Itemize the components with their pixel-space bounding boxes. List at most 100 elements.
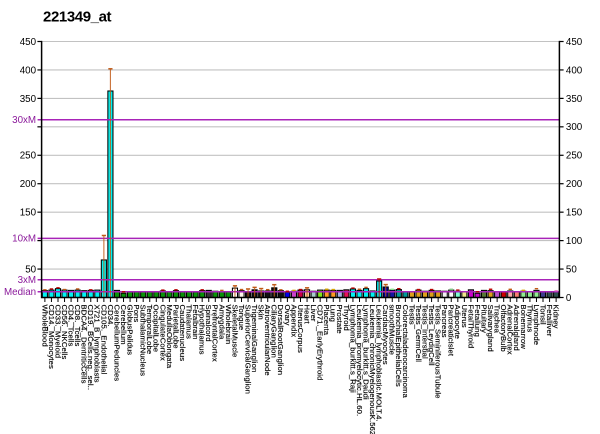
svg-text:350: 350 bbox=[20, 94, 37, 105]
svg-text:Pancreas: Pancreas bbox=[440, 305, 449, 338]
svg-text:CD56._NKCells: CD56._NKCells bbox=[60, 305, 69, 360]
svg-text:Median: Median bbox=[4, 287, 36, 298]
svg-text:30xM: 30xM bbox=[12, 115, 36, 126]
svg-text:Cerebellum: Cerebellum bbox=[119, 305, 128, 345]
svg-text:Liver: Liver bbox=[309, 305, 318, 322]
svg-text:Colorectaladenocarcinoma: Colorectaladenocarcinoma bbox=[401, 305, 410, 399]
svg-text:PrefrontalCortex: PrefrontalCortex bbox=[211, 305, 220, 362]
svg-text:250: 250 bbox=[566, 151, 583, 162]
svg-text:0: 0 bbox=[566, 293, 572, 304]
svg-text:BDCA4._DentriticCells: BDCA4._DentriticCells bbox=[80, 305, 89, 384]
svg-text:MedullaOblongata: MedullaOblongata bbox=[165, 305, 174, 369]
svg-text:Testis_Interstial: Testis_Interstial bbox=[420, 305, 429, 360]
svg-text:Thalamus: Thalamus bbox=[184, 305, 193, 339]
svg-text:TemporalLobe: TemporalLobe bbox=[145, 305, 154, 355]
svg-text:3xM: 3xM bbox=[18, 275, 37, 286]
svg-text:400: 400 bbox=[566, 65, 583, 76]
svg-text:450: 450 bbox=[566, 37, 583, 48]
svg-text:CD14._Monocytes: CD14._Monocytes bbox=[47, 305, 56, 370]
svg-text:SuperiorCervicalGanglion: SuperiorCervicalGanglion bbox=[243, 305, 252, 395]
svg-text:Adrenalgland: Adrenalgland bbox=[512, 305, 521, 351]
svg-text:150: 150 bbox=[20, 208, 37, 219]
svg-text:Tonsil: Tonsil bbox=[538, 305, 547, 325]
svg-text:Placenta: Placenta bbox=[322, 305, 331, 336]
svg-text:Prostate: Prostate bbox=[335, 305, 344, 334]
svg-text:Fetallung: Fetallung bbox=[473, 305, 482, 337]
svg-text:Appendix: Appendix bbox=[289, 305, 298, 338]
svg-text:SkeletalMuscle: SkeletalMuscle bbox=[230, 305, 239, 358]
svg-text:CiliaryGanglion: CiliaryGanglion bbox=[270, 305, 279, 358]
svg-text:Lung: Lung bbox=[329, 305, 338, 322]
svg-text:Leukemia_lymphoblastic.MOLT.4.: Leukemia_lymphoblastic.MOLT.4. bbox=[375, 305, 384, 422]
svg-text:smoothMuscle: smoothMuscle bbox=[388, 305, 397, 356]
svg-text:CD33._Myeloid: CD33._Myeloid bbox=[53, 305, 62, 359]
svg-text:Fetalbrain: Fetalbrain bbox=[191, 305, 200, 340]
svg-text:UterusCorpus: UterusCorpus bbox=[296, 305, 305, 353]
svg-text:Lymphoma_burkitt.s_Daudi: Lymphoma_burkitt.s_Daudi bbox=[361, 305, 370, 400]
svg-text:FetalThyroid: FetalThyroid bbox=[466, 305, 475, 349]
svg-text:50: 50 bbox=[25, 264, 36, 275]
svg-text:ParietalLobe: ParietalLobe bbox=[171, 305, 180, 349]
svg-text:221349_at: 221349_at bbox=[43, 9, 112, 26]
svg-text:Spinalcord: Spinalcord bbox=[204, 305, 213, 342]
svg-text:Thyroid: Thyroid bbox=[342, 305, 351, 331]
svg-text:Leukemia_chronicMyelogenousK.5: Leukemia_chronicMyelogenousK.562. bbox=[368, 305, 377, 434]
svg-text:CD4._Tcells: CD4._Tcells bbox=[66, 305, 75, 347]
svg-text:Testis_SeminiferousTubule: Testis_SeminiferousTubule bbox=[434, 305, 443, 399]
svg-text:200: 200 bbox=[20, 179, 37, 190]
svg-text:AtrioventricularNode: AtrioventricularNode bbox=[263, 305, 272, 376]
svg-text:50: 50 bbox=[566, 264, 577, 275]
svg-text:Thymus: Thymus bbox=[525, 305, 534, 333]
svg-text:BronchialEpithelialCells: BronchialEpithelialCells bbox=[394, 305, 403, 387]
svg-text:350: 350 bbox=[566, 94, 583, 105]
svg-text:Salivarygland: Salivarygland bbox=[486, 305, 495, 352]
svg-text:250: 250 bbox=[20, 151, 37, 162]
svg-text:CD19._BCells.neg._sel..: CD19._BCells.neg._sel.. bbox=[86, 305, 95, 391]
svg-text:150: 150 bbox=[566, 208, 583, 219]
svg-text:Ovary: Ovary bbox=[283, 305, 292, 326]
svg-text:PancreaticIslet: PancreaticIslet bbox=[447, 305, 456, 357]
svg-text:Pituitary: Pituitary bbox=[479, 305, 488, 334]
svg-text:Heart: Heart bbox=[302, 305, 311, 325]
svg-text:TrigeminalGanglion: TrigeminalGanglion bbox=[250, 305, 259, 373]
svg-text:SubthalamicNucleus: SubthalamicNucleus bbox=[139, 305, 148, 377]
svg-text:Amygdala: Amygdala bbox=[217, 305, 226, 340]
svg-text:CardiacMyocytes: CardiacMyocytes bbox=[381, 305, 390, 365]
svg-text:450: 450 bbox=[20, 37, 37, 48]
svg-text:Leukemia_promyelocytic.HL.60.: Leukemia_promyelocytic.HL.60. bbox=[355, 305, 364, 417]
svg-text:CD34.: CD34. bbox=[106, 305, 115, 327]
svg-text:AdrenalCortex: AdrenalCortex bbox=[506, 305, 515, 355]
svg-text:X721_B_lymphoblasts: X721_B_lymphoblasts bbox=[93, 305, 102, 383]
svg-text:Lymphoma_burkitt.s_Raji: Lymphoma_burkitt.s_Raji bbox=[348, 305, 357, 394]
svg-text:Caudatenucleus: Caudatenucleus bbox=[178, 305, 187, 362]
svg-text:Kidney: Kidney bbox=[552, 305, 561, 329]
svg-text:CingulateCortex: CingulateCortex bbox=[158, 305, 167, 361]
svg-text:Testis: Testis bbox=[407, 305, 416, 325]
svg-text:OlfactoryBulb: OlfactoryBulb bbox=[499, 305, 508, 352]
svg-text:400: 400 bbox=[20, 65, 37, 76]
svg-text:DorsalRootGanglion: DorsalRootGanglion bbox=[276, 305, 285, 376]
svg-text:CerebellumPeduncles: CerebellumPeduncles bbox=[112, 305, 121, 382]
svg-text:Skin: Skin bbox=[257, 305, 266, 320]
svg-text:CD105._Endothelial: CD105._Endothelial bbox=[99, 305, 108, 375]
svg-text:Trachea: Trachea bbox=[493, 305, 502, 334]
svg-text:GlobusPalidus: GlobusPalidus bbox=[125, 305, 134, 356]
svg-text:Tongue: Tongue bbox=[237, 305, 246, 331]
svg-text:Wholebrain: Wholebrain bbox=[224, 305, 233, 345]
svg-text:Bonemarrow: Bonemarrow bbox=[519, 305, 528, 350]
svg-text:Uterus: Uterus bbox=[460, 305, 469, 328]
svg-text:100: 100 bbox=[566, 236, 583, 247]
svg-text:Hypothalamus: Hypothalamus bbox=[198, 305, 207, 355]
svg-text:OccipitalLobe: OccipitalLobe bbox=[152, 305, 161, 353]
svg-text:Testis_GermCell: Testis_GermCell bbox=[414, 305, 423, 363]
svg-text:300: 300 bbox=[566, 122, 583, 133]
svg-text:200: 200 bbox=[566, 179, 583, 190]
svg-text:CD71._EarlyErythroid: CD71._EarlyErythroid bbox=[316, 305, 325, 381]
svg-text:Lymphnode: Lymphnode bbox=[532, 305, 541, 346]
svg-text:10xM: 10xM bbox=[12, 234, 36, 245]
svg-text:Testis_LeydigCell: Testis_LeydigCell bbox=[427, 305, 436, 366]
svg-text:Adipocyte: Adipocyte bbox=[453, 305, 462, 339]
svg-text:Fetalliver: Fetalliver bbox=[545, 305, 554, 337]
svg-text:CD8._Tcells: CD8._Tcells bbox=[73, 305, 82, 347]
svg-text:WholeBlood: WholeBlood bbox=[40, 305, 49, 347]
